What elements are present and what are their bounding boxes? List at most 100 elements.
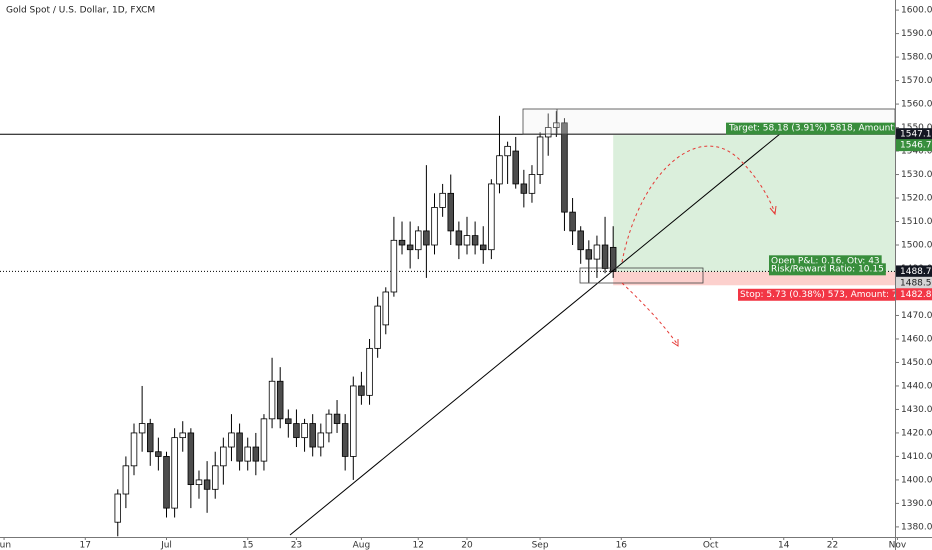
candle — [333, 400, 341, 433]
candle — [317, 423, 325, 457]
candle-body — [569, 211, 576, 232]
candle-body — [252, 446, 260, 462]
candle — [228, 414, 235, 462]
candle-body — [471, 235, 479, 246]
candle-body — [447, 192, 454, 232]
time-axis: Jun 17 Jul 15 23 Aug 12 20 Sep 16 Oct 14 22 Nov — [0, 537, 907, 550]
x-tick-label: 20 — [461, 541, 473, 550]
y-tick-label: 1500.00 — [901, 241, 932, 251]
candle — [260, 414, 268, 471]
candle — [163, 451, 170, 518]
candle — [268, 357, 276, 429]
stop-price-bg — [896, 288, 932, 301]
x-tick-label: 14 — [778, 541, 790, 550]
target-label-bg — [726, 122, 895, 135]
x-tick-label: Jul — [160, 541, 172, 550]
candle — [390, 216, 398, 297]
candle — [601, 216, 609, 274]
candle — [569, 198, 576, 246]
candle-body — [293, 423, 300, 439]
candle-body — [285, 418, 292, 424]
candle — [179, 421, 186, 452]
projection-arrow — [621, 282, 679, 346]
stop-label: Stop: 5.73 (0.38%) 573, Amount: 753.61 — [740, 290, 923, 300]
candle-body — [301, 423, 308, 439]
candle-body — [171, 437, 178, 509]
y-tick-label: 1590.00 — [901, 29, 932, 39]
candle-body — [406, 244, 414, 251]
range-box — [579, 267, 704, 284]
candle-body — [195, 479, 203, 486]
candle-body — [390, 239, 398, 293]
candle — [122, 456, 130, 509]
candle — [211, 451, 219, 499]
candle-body — [228, 432, 235, 448]
y-tick-label: 1450.00 — [901, 358, 932, 368]
candle — [374, 296, 381, 358]
candle-body — [309, 423, 316, 448]
y-tick-label: 1580.00 — [901, 53, 932, 63]
candle-body — [236, 432, 243, 462]
candle-body — [138, 423, 146, 434]
candle-body — [577, 230, 584, 251]
profit-zone — [613, 135, 895, 272]
candle-body — [609, 246, 617, 272]
candle — [382, 287, 390, 335]
arrow-head — [769, 205, 777, 216]
pnl-label: Open P&L: 0.16, Qty: 43 — [771, 256, 880, 266]
candle — [585, 240, 593, 283]
candle-body — [163, 456, 170, 509]
candle — [455, 221, 463, 260]
y-tick-label: 1380.00 — [901, 522, 932, 532]
candle — [488, 179, 495, 260]
candle-body — [333, 413, 341, 424]
candle-body — [512, 150, 519, 185]
candle — [544, 113, 552, 156]
horizontal-line-price: 1547.17 — [900, 130, 932, 140]
x-tick-label: 12 — [413, 541, 424, 550]
candle-body — [382, 291, 390, 326]
candle-body — [601, 244, 609, 269]
candle-body — [130, 432, 138, 467]
candle-body — [398, 239, 406, 246]
candle — [447, 174, 454, 246]
candle — [130, 423, 138, 476]
arrow-head — [671, 339, 679, 347]
plot-area — [0, 111, 895, 537]
candle — [147, 418, 154, 466]
candle — [479, 226, 487, 264]
candle — [325, 409, 333, 443]
candle — [155, 437, 162, 471]
candle-body — [114, 493, 122, 523]
y-tick-label: 1410.00 — [901, 452, 932, 462]
candle-body — [358, 385, 365, 396]
candle-body — [561, 122, 568, 213]
candle-body — [317, 432, 325, 448]
candle — [171, 428, 178, 518]
trend-line — [289, 128, 787, 536]
candle — [431, 193, 438, 255]
candle — [138, 385, 146, 452]
y-tick-label: 1570.00 — [901, 76, 932, 86]
horizontal-line-price-bg — [896, 128, 932, 141]
candle-body — [374, 305, 381, 349]
candle — [220, 437, 227, 485]
candle — [406, 221, 414, 269]
candle-body — [203, 479, 211, 490]
candle-body — [479, 244, 487, 251]
candle — [276, 367, 284, 429]
candle — [561, 118, 568, 231]
entry-price: 1488.59 — [900, 278, 932, 288]
y-tick-label: 1470.00 — [901, 311, 932, 321]
candle — [577, 226, 584, 264]
y-tick-label: 1460.00 — [901, 334, 932, 344]
candle-body — [423, 230, 430, 246]
candle — [114, 489, 122, 537]
candle-body — [268, 380, 276, 420]
y-tick-label: 1400.00 — [901, 475, 932, 485]
candle — [504, 141, 511, 184]
candle — [285, 409, 292, 438]
candle-body — [536, 136, 544, 175]
candle-body — [341, 423, 349, 457]
